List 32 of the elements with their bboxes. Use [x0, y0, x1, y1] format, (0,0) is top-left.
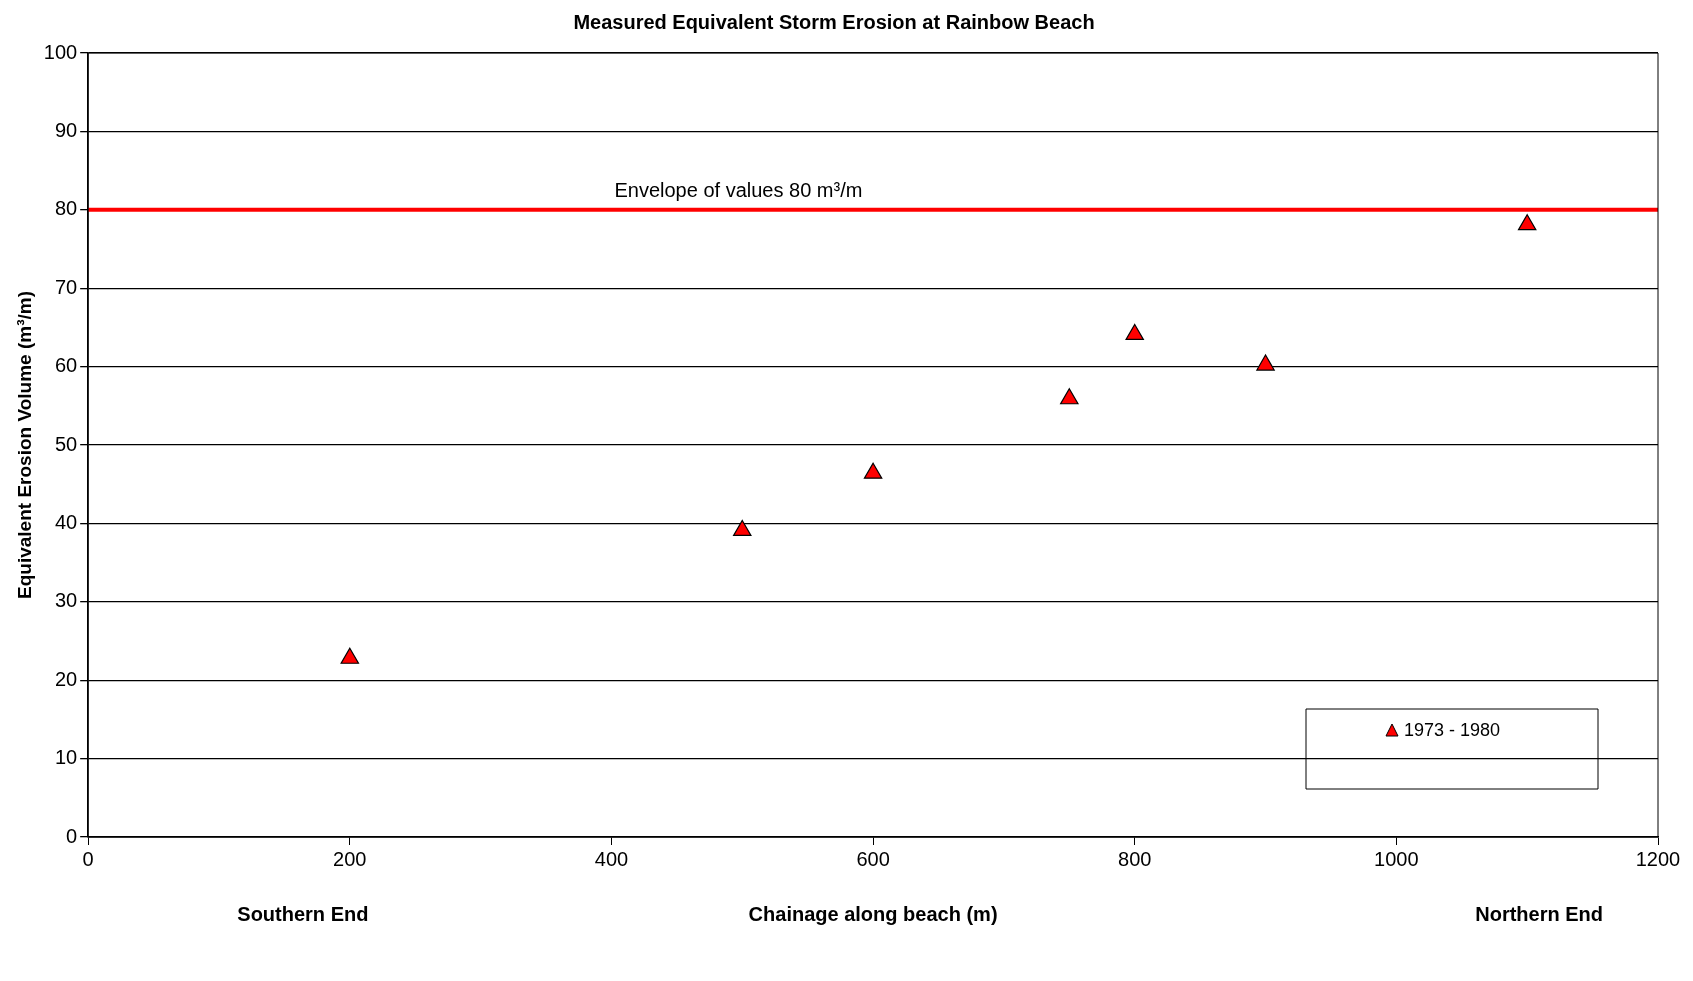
y-tick-label: 80	[54, 197, 78, 220]
x-tick-label: 600	[856, 847, 890, 870]
chart-title: Measured Equivalent Storm Erosion at Rainbow Beach	[573, 10, 1095, 33]
legend-label: 1973 - 1980	[1404, 719, 1501, 740]
x-tick-label: 200	[333, 847, 367, 870]
x-tick-label: 1000	[1374, 847, 1419, 870]
y-tick-label: 90	[54, 118, 78, 141]
y-tick-label: 50	[54, 432, 78, 455]
point	[1125, 323, 1144, 341]
x-tick-label: 1200	[1635, 847, 1681, 870]
point	[1517, 214, 1537, 231]
point	[1060, 388, 1079, 405]
x-tick-label: 400	[594, 847, 629, 870]
point	[340, 647, 360, 664]
point	[1256, 354, 1275, 371]
y-tick-label: 40	[54, 510, 78, 533]
point	[733, 519, 752, 537]
y-axis-title: Equivalent Erosion Volume (m³/m)	[13, 291, 35, 599]
text: Southern End	[237, 902, 369, 925]
x-tick-label: 0	[82, 847, 94, 870]
y-tick-label: 30	[54, 589, 78, 612]
y-tick-label: 100	[43, 40, 78, 63]
text: Northern End	[1475, 902, 1603, 925]
y-tick-label: 60	[54, 354, 78, 377]
y-tick-label: 10	[54, 746, 78, 769]
x-axis-title: Chainage along beach (m)	[748, 902, 998, 925]
x-tick-label: 800	[1118, 847, 1152, 870]
point	[863, 462, 883, 479]
y-tick-label: 0	[66, 824, 78, 847]
y-tick-label: 70	[54, 275, 78, 298]
y-tick-label: 20	[54, 667, 78, 690]
ref-line-label: Envelope of values 80 m³/m	[614, 179, 863, 202]
